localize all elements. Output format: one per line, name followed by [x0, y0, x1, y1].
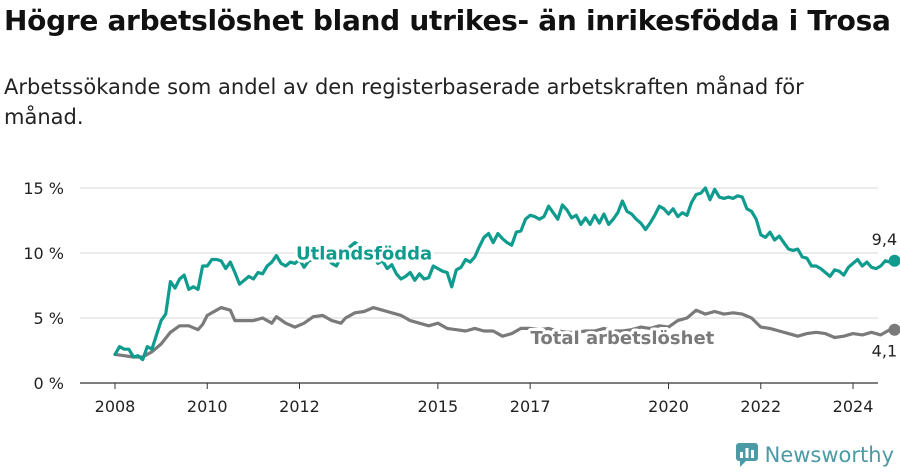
newsworthy-logo-text: Newsworthy: [764, 443, 894, 467]
end-label-utlandsfodda-halo: 9,4 %: [872, 230, 900, 249]
end-label-total-halo: 4,1 %: [872, 342, 900, 361]
series-label-total: Total arbetslöshet: [531, 328, 715, 349]
end-label-total: 4,1 %: [872, 342, 900, 361]
x-tick-label: 2022: [740, 397, 781, 416]
y-tick-labels: 0 % 5 % 10 % 15 %: [23, 179, 64, 393]
x-tick-labels: 2008 2010 2012 2015 2017 2020 2022 2024: [95, 397, 874, 416]
y-grid: [80, 187, 878, 319]
x-tick-label: 2017: [510, 397, 551, 416]
x-tick-label: 2008: [95, 397, 136, 416]
x-tick-label: 2020: [648, 397, 689, 416]
newsworthy-logo-icon: [735, 443, 758, 467]
x-tick-label: 2024: [833, 397, 874, 416]
x-tick-label: 2012: [279, 397, 320, 416]
y-tick-label: 5 %: [34, 309, 64, 328]
series-label-utlandsfodda: Utlandsfödda: [296, 244, 432, 265]
total-line: [113, 306, 897, 359]
chart-subtitle: Arbetssökande som andel av den registerb…: [4, 75, 804, 129]
end-label-utlandsfodda: 9,4 %: [872, 230, 900, 249]
series-label-total-halo: Total arbetslöshet: [531, 328, 715, 349]
y-tick-label: 0 %: [34, 374, 64, 393]
y-tick-label: 10 %: [23, 244, 64, 263]
x-tick-label: 2015: [418, 397, 459, 416]
series-total: [113, 306, 900, 359]
utlandsfodda-line: [113, 186, 897, 362]
newsworthy-logo: Newsworthy: [735, 442, 894, 468]
total-end-point: [888, 323, 900, 336]
x-axis: [80, 382, 878, 389]
series-label-utlandsfodda-halo: Utlandsfödda: [296, 244, 432, 265]
x-tick-label: 2010: [187, 397, 228, 416]
utlandsfodda-end-point: [888, 254, 900, 267]
y-tick-label: 15 %: [23, 179, 64, 198]
chart-title: Högre arbetslöshet bland utrikes- än inr…: [4, 4, 891, 37]
series-utlandsfodda: [113, 186, 900, 362]
